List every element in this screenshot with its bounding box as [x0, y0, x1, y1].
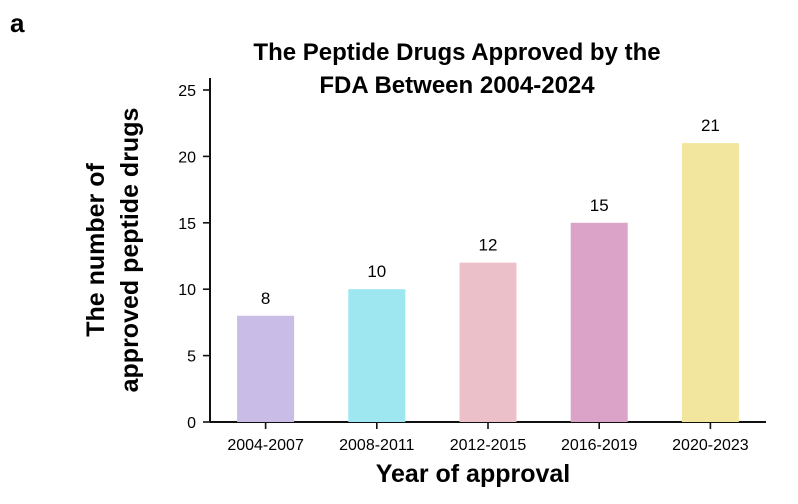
x-tick-label: 2008-2011: [339, 437, 414, 454]
plot-area: 0 5 10 15 20 25 2004-2007 8 2008-2011 10 2012-2015…: [178, 78, 766, 454]
chart-title-line-2: FDA Between 2004-2024: [319, 72, 595, 99]
y-tick-label: 5: [187, 349, 196, 366]
y-tick-label: 0: [187, 415, 196, 432]
y-tick-label: 25: [178, 83, 196, 100]
x-tick-label: 2012-2015: [450, 437, 527, 454]
y-tick-label: 15: [178, 216, 196, 233]
y-tick-label: 10: [178, 282, 196, 299]
data-label: 8: [261, 289, 270, 308]
x-tick-label: 2004-2007: [227, 437, 304, 454]
y-axis-label-line-2: approved peptide drugs: [116, 108, 144, 393]
bar-2008-2011: [348, 289, 406, 422]
x-axis-label: Year of approval: [376, 460, 571, 488]
bar-2004-2007: [237, 315, 295, 422]
bar-2016-2019: [570, 222, 628, 422]
data-label: 21: [701, 116, 720, 135]
chart-title-line-1: The Peptide Drugs Approved by the: [253, 39, 660, 66]
data-label: 10: [367, 262, 386, 281]
y-axis-label-line-1: The number of: [82, 163, 110, 337]
data-label: 12: [479, 236, 498, 255]
x-tick-label: 2016-2019: [561, 437, 638, 454]
bar-2012-2015: [459, 262, 517, 422]
data-label: 15: [590, 196, 609, 215]
x-tick-label: 2020-2023: [672, 437, 749, 454]
y-tick-label: 20: [178, 149, 196, 166]
bar-2020-2023: [681, 143, 739, 422]
panel-label: a: [10, 8, 25, 38]
